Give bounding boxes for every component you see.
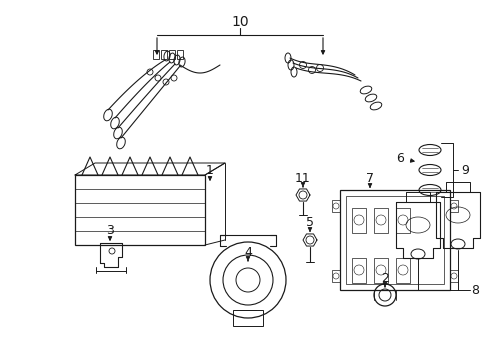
Bar [153,50,159,59]
Text: 10: 10 [231,15,248,29]
Text: 8: 8 [470,284,478,297]
Text: 1: 1 [205,163,214,176]
Text: 3: 3 [106,224,114,237]
Bar [351,208,365,233]
Text: 6: 6 [395,152,403,165]
Bar [177,50,183,59]
Bar [373,208,387,233]
Bar [161,50,167,59]
Bar [331,200,339,212]
Bar [395,258,409,283]
Bar [346,196,443,284]
Bar [373,258,387,283]
Text: 5: 5 [305,216,313,229]
Bar [449,200,457,212]
Text: 11: 11 [295,171,310,184]
Bar [351,258,365,283]
Bar [339,190,449,290]
Bar [232,310,263,326]
Bar [331,270,339,282]
Bar [395,208,409,233]
Bar [169,50,175,59]
Text: 2: 2 [380,271,388,284]
Bar [75,175,204,245]
Text: 9: 9 [460,163,468,176]
Text: 4: 4 [244,246,251,258]
Text: 7: 7 [365,171,373,184]
Bar [449,270,457,282]
